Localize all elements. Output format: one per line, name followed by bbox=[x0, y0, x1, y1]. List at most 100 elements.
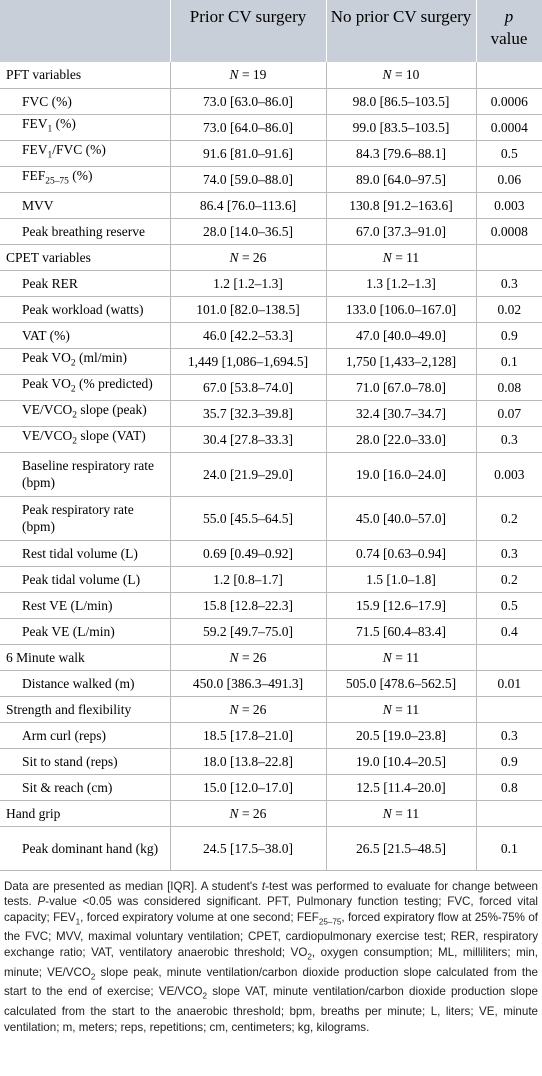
prior-cv-value: 55.0 [45.5–64.5] bbox=[170, 496, 327, 541]
variable-label: Peak VE (L/min) bbox=[0, 618, 171, 645]
variable-label: FVC (%) bbox=[0, 88, 171, 115]
prior-cv-value: 18.5 [17.8–21.0] bbox=[170, 722, 327, 749]
prior-cv-value: 15.8 [12.8–22.3] bbox=[170, 592, 327, 619]
no-prior-cv-value: 47.0 [40.0–49.0] bbox=[326, 322, 477, 349]
p-value bbox=[476, 644, 542, 671]
variable-label: VAT (%) bbox=[0, 322, 171, 349]
variable-label: Peak workload (watts) bbox=[0, 296, 171, 323]
section-label: PFT variables bbox=[0, 62, 171, 89]
no-prior-cv-value: 20.5 [19.0–23.8] bbox=[326, 722, 477, 749]
table-row: Rest VE (L/min) 15.8 [12.8–22.3] 15.9 [12.… bbox=[0, 592, 542, 619]
footnote: Data are presented as median [IQR]. A st… bbox=[4, 879, 538, 1034]
variable-label: Peak RER bbox=[0, 270, 171, 297]
table-row: Peak VO2 (% predicted) 67.0 [53.8–74.0] 71… bbox=[0, 374, 542, 401]
table-row: Peak respiratory rate (bpm) 55.0 [45.5–64… bbox=[0, 496, 542, 541]
p-value: 0.0006 bbox=[476, 88, 542, 115]
prior-cv-value: 73.0 [64.0–86.0] bbox=[170, 114, 327, 141]
variable-label: Rest tidal volume (L) bbox=[0, 540, 171, 567]
no-prior-cv-value: 99.0 [83.5–103.5] bbox=[326, 114, 477, 141]
no-prior-cv-value: 133.0 [106.0–167.0] bbox=[326, 296, 477, 323]
no-prior-cv-value: 71.0 [67.0–78.0] bbox=[326, 374, 477, 401]
p-value: 0.8 bbox=[476, 774, 542, 801]
p-value: 0.0008 bbox=[476, 218, 542, 245]
variable-label: VE/VCO2 slope (VAT) bbox=[0, 426, 171, 453]
table-row: VE/VCO2 slope (peak) 35.7 [32.3–39.8] 32.4… bbox=[0, 400, 542, 427]
variable-label: Baseline respiratory rate (bpm) bbox=[0, 452, 171, 497]
table-row: Peak VO2 (ml/min) 1,449 [1,086–1,694.5] 1,… bbox=[0, 348, 542, 375]
table-row: VE/VCO2 slope (VAT) 30.4 [27.8–33.3] 28.0 … bbox=[0, 426, 542, 453]
p-value: 0.003 bbox=[476, 192, 542, 219]
variable-label: Sit & reach (cm) bbox=[0, 774, 171, 801]
table-row: FEF25–75 (%) 74.0 [59.0–88.0] 89.0 [64.0–9… bbox=[0, 166, 542, 193]
p-value: 0.003 bbox=[476, 452, 542, 497]
table-row: Peak tidal volume (L) 1.2 [0.8–1.7] 1.5 [1… bbox=[0, 566, 542, 593]
variable-label: Peak tidal volume (L) bbox=[0, 566, 171, 593]
prior-cv-value: 24.0 [21.9–29.0] bbox=[170, 452, 327, 497]
prior-cv-value: 450.0 [386.3–491.3] bbox=[170, 670, 327, 697]
table-row: Peak workload (watts) 101.0 [82.0–138.5] 1… bbox=[0, 296, 542, 323]
no-prior-cv-value: N = 10 bbox=[326, 62, 477, 89]
variable-label: VE/VCO2 slope (peak) bbox=[0, 400, 171, 427]
prior-cv-value: 30.4 [27.8–33.3] bbox=[170, 426, 327, 453]
no-prior-cv-value: N = 11 bbox=[326, 244, 477, 271]
header-variable bbox=[0, 0, 171, 62]
section-row: PFT variables N = 19 N = 10 bbox=[0, 62, 542, 89]
prior-cv-value: 46.0 [42.2–53.3] bbox=[170, 322, 327, 349]
variable-label: Sit to stand (reps) bbox=[0, 748, 171, 775]
section-label: CPET variables bbox=[0, 244, 171, 271]
p-value: 0.1 bbox=[476, 826, 542, 871]
table-container: Prior CV surgery No prior CV surgery p va… bbox=[0, 0, 542, 1034]
table-row: Baseline respiratory rate (bpm) 24.0 [21.… bbox=[0, 452, 542, 497]
table-row: Peak dominant hand (kg) 24.5 [17.5–38.0] 2… bbox=[0, 826, 542, 871]
p-value: 0.2 bbox=[476, 566, 542, 593]
table-row: Sit & reach (cm) 15.0 [12.0–17.0] 12.5 [11… bbox=[0, 774, 542, 801]
no-prior-cv-value: 1.3 [1.2–1.3] bbox=[326, 270, 477, 297]
variable-label: Arm curl (reps) bbox=[0, 722, 171, 749]
no-prior-cv-value: 1.5 [1.0–1.8] bbox=[326, 566, 477, 593]
section-row: Hand grip N = 26 N = 11 bbox=[0, 800, 542, 827]
header-row: Prior CV surgery No prior CV surgery p va… bbox=[0, 0, 542, 62]
section-row: CPET variables N = 26 N = 11 bbox=[0, 244, 542, 271]
prior-cv-value: 35.7 [32.3–39.8] bbox=[170, 400, 327, 427]
table-row: Arm curl (reps) 18.5 [17.8–21.0] 20.5 [19.… bbox=[0, 722, 542, 749]
variable-label: Distance walked (m) bbox=[0, 670, 171, 697]
p-value: 0.5 bbox=[476, 140, 542, 167]
p-value: 0.3 bbox=[476, 270, 542, 297]
no-prior-cv-value: 19.0 [16.0–24.0] bbox=[326, 452, 477, 497]
prior-cv-value: N = 19 bbox=[170, 62, 327, 89]
no-prior-cv-value: 1,750 [1,433–2,128] bbox=[326, 348, 477, 375]
table-body: PFT variables N = 19 N = 10 FVC (%) 73.0 [63… bbox=[0, 62, 542, 871]
p-value: 0.5 bbox=[476, 592, 542, 619]
prior-cv-value: 74.0 [59.0–88.0] bbox=[170, 166, 327, 193]
prior-cv-value: 24.5 [17.5–38.0] bbox=[170, 826, 327, 871]
p-value bbox=[476, 696, 542, 723]
table-row: Peak VE (L/min) 59.2 [49.7–75.0] 71.5 [60.… bbox=[0, 618, 542, 645]
results-table: Prior CV surgery No prior CV surgery p va… bbox=[0, 0, 542, 871]
p-value: 0.06 bbox=[476, 166, 542, 193]
header-p-value-word: value bbox=[490, 29, 528, 48]
header-prior-cv-surgery: Prior CV surgery bbox=[170, 0, 327, 62]
p-value: 0.07 bbox=[476, 400, 542, 427]
section-label: Strength and flexibility bbox=[0, 696, 171, 723]
prior-cv-value: N = 26 bbox=[170, 696, 327, 723]
no-prior-cv-value: 19.0 [10.4–20.5] bbox=[326, 748, 477, 775]
p-value bbox=[476, 244, 542, 271]
prior-cv-value: 1.2 [1.2–1.3] bbox=[170, 270, 327, 297]
table-row: FVC (%) 73.0 [63.0–86.0] 98.0 [86.5–103.5]… bbox=[0, 88, 542, 115]
p-value: 0.9 bbox=[476, 322, 542, 349]
header-p-italic: p bbox=[504, 7, 514, 26]
p-value: 0.3 bbox=[476, 540, 542, 567]
prior-cv-value: N = 26 bbox=[170, 644, 327, 671]
prior-cv-value: N = 26 bbox=[170, 800, 327, 827]
table-row: Peak RER 1.2 [1.2–1.3] 1.3 [1.2–1.3] 0.3 bbox=[0, 270, 542, 297]
no-prior-cv-value: 32.4 [30.7–34.7] bbox=[326, 400, 477, 427]
p-value bbox=[476, 800, 542, 827]
table-row: Distance walked (m) 450.0 [386.3–491.3] 50… bbox=[0, 670, 542, 697]
table-row: FEV1/FVC (%) 91.6 [81.0–91.6] 84.3 [79.6–8… bbox=[0, 140, 542, 167]
variable-label: Peak respiratory rate (bpm) bbox=[0, 496, 171, 541]
p-value: 0.3 bbox=[476, 426, 542, 453]
prior-cv-value: 28.0 [14.0–36.5] bbox=[170, 218, 327, 245]
variable-label: Peak VO2 (ml/min) bbox=[0, 348, 171, 375]
table-row: FEV1 (%) 73.0 [64.0–86.0] 99.0 [83.5–103.5… bbox=[0, 114, 542, 141]
prior-cv-value: 73.0 [63.0–86.0] bbox=[170, 88, 327, 115]
